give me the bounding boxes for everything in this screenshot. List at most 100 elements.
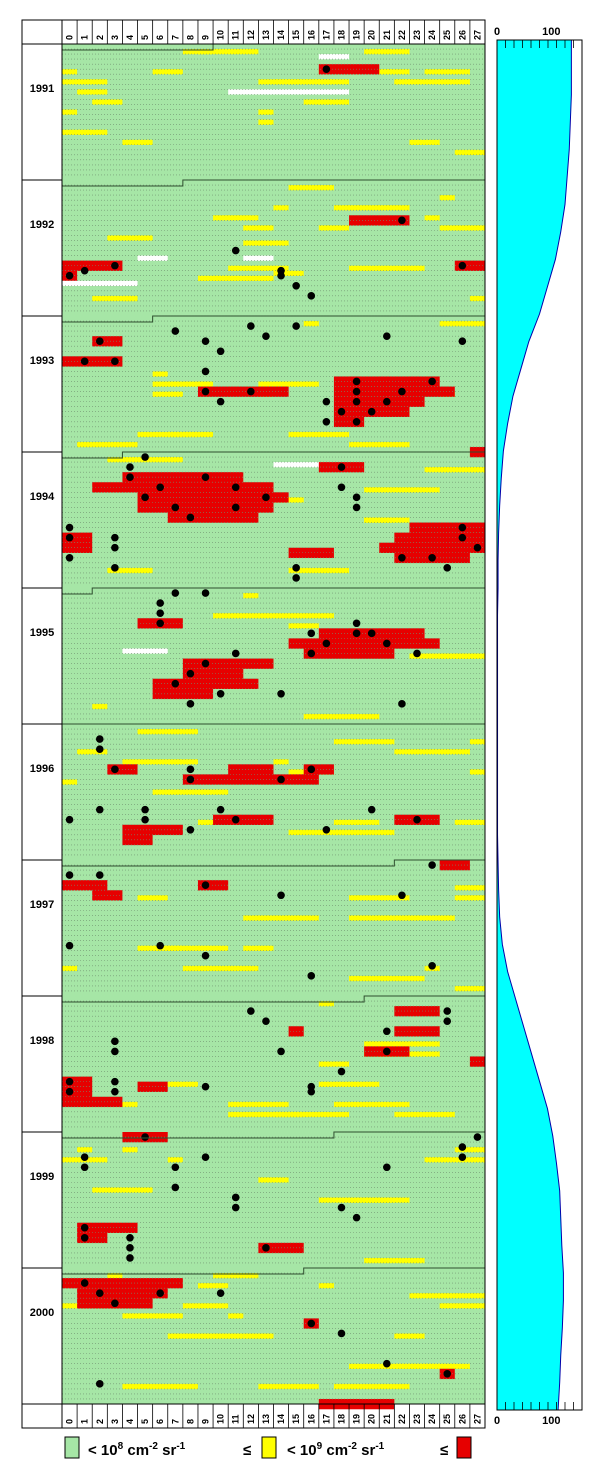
- heatmap-dot: [111, 533, 119, 542]
- heatmap-dot: [201, 881, 210, 889]
- heatmap-dot: [428, 861, 436, 869]
- heatmap-dot: [95, 805, 104, 814]
- heatmap-cell-white: [228, 89, 350, 95]
- heatmap-cell-yellow: [243, 593, 259, 599]
- legend-yellow-swatch: [261, 1436, 277, 1459]
- heatmap-cell-yellow: [364, 1041, 440, 1047]
- x-tick-label-top: 12: [246, 30, 256, 40]
- x-tick-label-top: 9: [201, 35, 211, 40]
- x-tick-label-bottom: 3: [110, 1419, 120, 1424]
- heatmap-dot: [247, 387, 255, 396]
- profile-tick-label-top: 100: [542, 26, 560, 38]
- heatmap-dot: [398, 700, 406, 708]
- heatmap-dot: [262, 1017, 270, 1025]
- heatmap-dot: [65, 1077, 74, 1086]
- heatmap-dot: [231, 649, 240, 658]
- x-tick-label-bottom: 1: [80, 1419, 90, 1424]
- heatmap-cell-red: [152, 678, 259, 689]
- heatmap-dot: [171, 1183, 180, 1192]
- heatmap-cell-red: [182, 774, 319, 785]
- x-tick-label-top: 1: [80, 35, 90, 40]
- heatmap-dot: [352, 377, 361, 386]
- heatmap-cell-yellow: [167, 1333, 244, 1339]
- heatmap-cell-yellow: [152, 789, 229, 795]
- heatmap-dot: [201, 337, 210, 345]
- year-label: 1992: [30, 219, 54, 231]
- heatmap-dot: [171, 327, 180, 335]
- heatmap-dot: [277, 775, 285, 784]
- heatmap-dot: [337, 1067, 346, 1076]
- heatmap-cell-yellow: [379, 1363, 455, 1369]
- heatmap-dot: [307, 629, 316, 638]
- heatmap-dot: [156, 619, 164, 628]
- heatmap-cell-white: [318, 54, 350, 60]
- heatmap-dot: [156, 609, 164, 617]
- heatmap-dot: [247, 322, 255, 330]
- heatmap-dot: [65, 941, 74, 950]
- heatmap-cell-red: [213, 814, 274, 825]
- heatmap-dot: [398, 553, 406, 562]
- heatmap-cell-yellow: [394, 1333, 425, 1339]
- heatmap-cell-yellow: [137, 729, 198, 735]
- heatmap-cell-red: [197, 386, 289, 397]
- x-tick-label-top: 19: [352, 30, 362, 40]
- heatmap-dot: [322, 639, 331, 648]
- heatmap-dot: [443, 1017, 452, 1025]
- heatmap-dot: [186, 765, 195, 774]
- heatmap-dot: [458, 1153, 467, 1161]
- legend: < 108 cm-2 sr-1 ≤ < 109 cm-2 sr-1 ≤: [64, 1436, 472, 1459]
- heatmap-cell-yellow: [122, 1383, 198, 1390]
- x-tick-label-bottom: 17: [321, 1414, 331, 1424]
- heatmap-cell-yellow: [454, 819, 485, 825]
- heatmap-cell-yellow: [318, 1001, 334, 1007]
- x-tick-label-bottom: 12: [246, 1414, 256, 1424]
- year-label: 1999: [30, 1171, 54, 1183]
- x-tick-label-top: 22: [397, 30, 407, 40]
- heatmap-cell-yellow: [152, 381, 214, 387]
- year-step-line: [62, 1131, 485, 1139]
- x-tick-label-top: 17: [321, 30, 331, 40]
- heatmap-dot: [95, 745, 104, 753]
- x-tick-label-bottom: 24: [427, 1414, 437, 1424]
- heatmap-cell-yellow: [137, 895, 168, 901]
- x-tick-label-top: 27: [472, 30, 482, 40]
- heatmap-dot: [141, 453, 149, 461]
- x-tick-label-bottom: 14: [276, 1414, 286, 1424]
- heatmap-dot: [383, 332, 391, 340]
- heatmap-cell-yellow: [454, 985, 485, 992]
- heatmap-cell-yellow: [182, 1303, 229, 1309]
- heatmap-dot: [292, 281, 300, 290]
- heatmap-dot: [80, 357, 89, 366]
- heatmap-cell-yellow: [243, 915, 319, 921]
- heatmap-cell-yellow: [333, 1101, 410, 1108]
- heatmap-cell-yellow: [364, 487, 440, 493]
- x-tick-label-top: 5: [140, 35, 150, 40]
- heatmap-cell-yellow: [318, 1283, 334, 1289]
- heatmap-cell-yellow: [333, 1383, 410, 1390]
- heatmap-dot: [262, 493, 270, 502]
- x-tick-label-bottom: 13: [261, 1414, 271, 1424]
- heatmap-dot: [428, 961, 436, 970]
- heatmap-cell-yellow: [349, 265, 425, 271]
- heatmap-cell-yellow: [454, 1147, 485, 1153]
- heatmap-dot: [126, 473, 134, 481]
- x-tick-label-top: 3: [110, 35, 120, 40]
- profile-tick-label-bottom: 100: [542, 1415, 560, 1427]
- heatmap-cell-yellow: [167, 431, 198, 438]
- heatmap-cell-yellow: [439, 321, 485, 327]
- x-tick-label-bottom: 4: [125, 1419, 135, 1424]
- heatmap-cell-yellow: [273, 1111, 350, 1118]
- heatmap-dot: [80, 1223, 89, 1232]
- heatmap-dot: [352, 629, 361, 638]
- year-label: 1993: [30, 355, 54, 367]
- year-label: 1996: [30, 763, 54, 775]
- heatmap-cell-yellow: [454, 885, 485, 891]
- heatmap-dot: [367, 629, 376, 638]
- heatmap-dot: [322, 65, 331, 73]
- heatmap-dot: [171, 589, 180, 597]
- heatmap-dot: [186, 825, 195, 834]
- heatmap-cell-yellow: [424, 215, 440, 221]
- heatmap-dot: [247, 1007, 255, 1015]
- heatmap-cell-yellow: [228, 1101, 289, 1108]
